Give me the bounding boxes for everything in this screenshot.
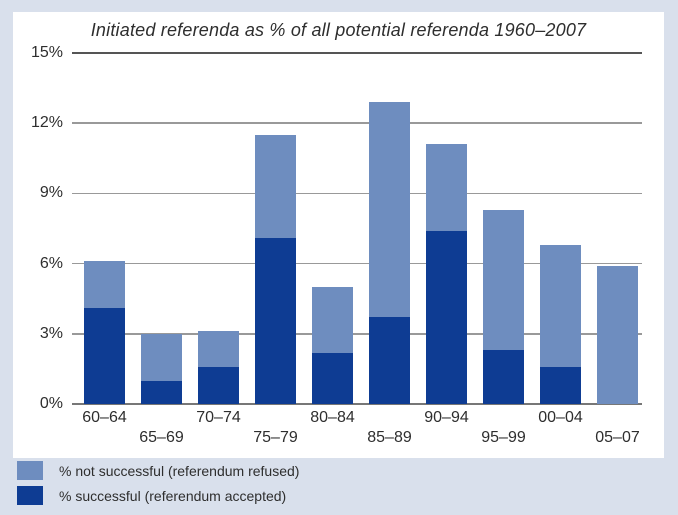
x-axis-tick-label: 05–07 bbox=[595, 429, 640, 446]
x-axis-tick-label: 00–04 bbox=[538, 409, 583, 426]
bar-segment-successful bbox=[426, 230, 467, 404]
gridline-15 bbox=[72, 52, 642, 54]
chart-panel: Initiated referenda as % of all potentia… bbox=[13, 12, 664, 458]
bar-80–84 bbox=[312, 287, 353, 404]
bar-05–07 bbox=[597, 265, 638, 404]
x-axis-tick-label: 70–74 bbox=[196, 409, 241, 426]
bar-60–64 bbox=[84, 261, 125, 404]
legend-swatch-successful bbox=[17, 486, 43, 505]
bar-segment-successful bbox=[540, 366, 581, 404]
bar-65–69 bbox=[141, 333, 182, 404]
bar-00–04 bbox=[540, 244, 581, 404]
bar-70–74 bbox=[198, 331, 239, 404]
bar-segment-successful bbox=[369, 317, 410, 404]
y-axis-tick-label: 9% bbox=[39, 184, 63, 202]
bar-segment-successful bbox=[483, 350, 524, 404]
bar-segment-not-successful bbox=[369, 102, 410, 318]
legend-swatch-not-successful bbox=[17, 461, 43, 480]
gridline-6 bbox=[72, 262, 642, 265]
bar-segment-successful bbox=[312, 352, 353, 404]
bar-segment-successful bbox=[198, 366, 239, 404]
y-axis-tick-label: 0% bbox=[39, 395, 63, 412]
bar-segment-successful bbox=[255, 237, 296, 404]
bar-95–99 bbox=[483, 209, 524, 404]
gridline-0 bbox=[72, 403, 642, 405]
gridline-3 bbox=[72, 333, 642, 335]
x-axis-tick-label: 75–79 bbox=[253, 429, 298, 446]
bar-segment-not-successful bbox=[141, 333, 182, 381]
bar-segment-not-successful bbox=[426, 144, 467, 231]
plot-area bbox=[72, 52, 642, 405]
legend: % not successful (referendum refused) % … bbox=[0, 458, 678, 515]
x-axis-tick-label: 80–84 bbox=[310, 409, 355, 426]
gridline-9 bbox=[72, 192, 642, 195]
x-axis-tick-label: 95–99 bbox=[481, 429, 526, 446]
bar-segment-not-successful bbox=[255, 134, 296, 238]
y-axis-tick-label: 12% bbox=[30, 114, 63, 132]
y-axis-tick-label: 3% bbox=[39, 324, 63, 342]
bar-segment-not-successful bbox=[84, 261, 125, 309]
y-axis-tick-label: 15% bbox=[30, 44, 63, 61]
chart-title: Initiated referenda as % of all potentia… bbox=[90, 20, 587, 40]
gridline-12 bbox=[72, 122, 642, 124]
legend-label-successful: % successful (referendum accepted) bbox=[59, 488, 287, 504]
x-axis-tick-label: 85–89 bbox=[367, 429, 412, 446]
x-axis-tick-label: 65–69 bbox=[139, 429, 184, 446]
bar-segment-successful bbox=[84, 308, 125, 404]
bar-segment-not-successful bbox=[597, 265, 638, 404]
legend-label-not-successful: % not successful (referendum refused) bbox=[59, 463, 300, 479]
bar-75–79 bbox=[255, 134, 296, 404]
bar-90–94 bbox=[426, 144, 467, 404]
bar-segment-not-successful bbox=[198, 331, 239, 367]
y-axis-tick-label: 6% bbox=[39, 254, 63, 272]
bar-segment-successful bbox=[141, 380, 182, 404]
bar-segment-not-successful bbox=[312, 287, 353, 353]
bar-segment-not-successful bbox=[483, 209, 524, 351]
x-axis-tick-label: 90–94 bbox=[424, 409, 469, 426]
bar-85–89 bbox=[369, 102, 410, 404]
bar-segment-not-successful bbox=[540, 244, 581, 367]
x-axis-tick-label: 60–64 bbox=[82, 409, 127, 426]
